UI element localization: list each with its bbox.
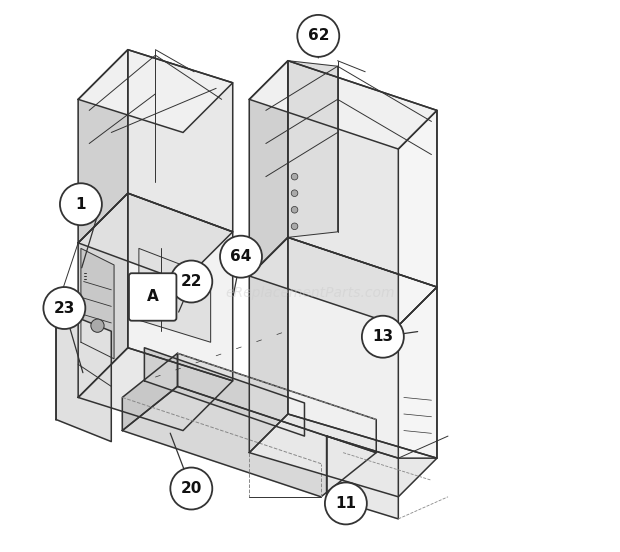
Polygon shape [56,309,111,442]
Text: 23: 23 [54,300,75,316]
Circle shape [43,287,86,329]
Circle shape [298,15,339,57]
Polygon shape [288,61,437,287]
Polygon shape [177,353,376,453]
Polygon shape [139,248,211,342]
Polygon shape [398,287,437,458]
Text: 20: 20 [180,481,202,496]
Circle shape [291,223,298,230]
Polygon shape [81,248,114,359]
Text: 1: 1 [76,197,86,212]
Polygon shape [122,353,177,431]
Text: 64: 64 [230,249,252,264]
Polygon shape [249,61,288,276]
Polygon shape [78,50,128,243]
Polygon shape [144,348,304,436]
Polygon shape [78,348,232,431]
Text: eReplacementParts.com: eReplacementParts.com [225,285,395,300]
Polygon shape [128,193,232,381]
Circle shape [291,190,298,197]
Polygon shape [249,61,437,149]
Polygon shape [288,61,338,237]
Text: 13: 13 [372,329,394,344]
Polygon shape [78,193,128,397]
Circle shape [362,316,404,358]
Text: 22: 22 [180,274,202,289]
Polygon shape [78,50,232,132]
Polygon shape [288,237,437,458]
Polygon shape [398,110,437,326]
Circle shape [291,206,298,213]
Text: 11: 11 [335,496,356,511]
Circle shape [170,468,212,509]
Polygon shape [249,414,437,497]
Polygon shape [122,386,376,497]
Circle shape [325,482,367,524]
Circle shape [60,183,102,225]
Polygon shape [249,237,288,453]
Polygon shape [249,237,437,326]
FancyBboxPatch shape [129,273,177,321]
Text: 62: 62 [308,28,329,44]
Text: A: A [147,289,159,305]
Circle shape [170,261,212,302]
Circle shape [220,236,262,278]
Circle shape [291,173,298,180]
Circle shape [91,319,104,332]
Polygon shape [78,193,232,282]
Polygon shape [128,50,232,232]
Polygon shape [327,436,398,519]
